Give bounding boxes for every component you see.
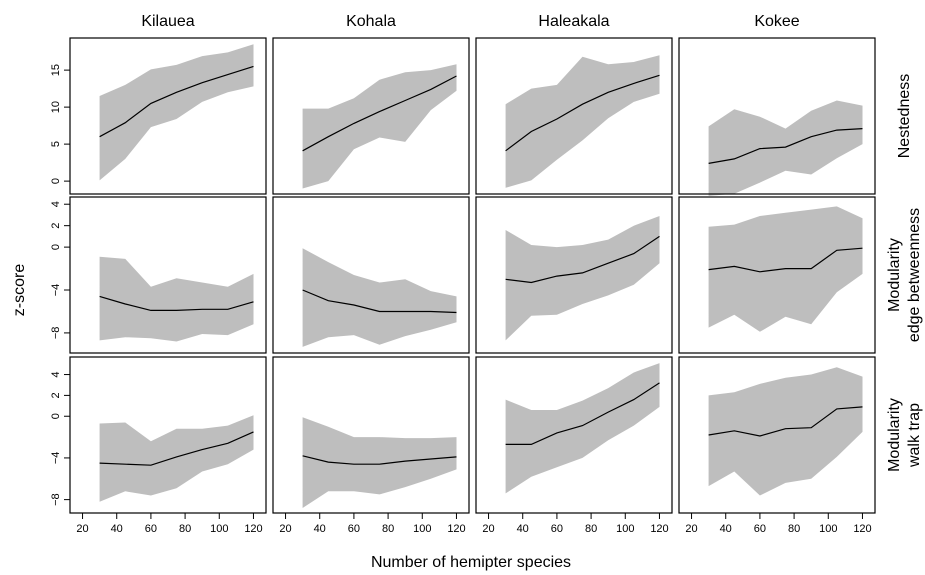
x-tick-label-3-5: 120: [853, 523, 871, 535]
panel-2-0: −8 −4 0 2 4 20 40 60 80 100 120: [50, 356, 267, 535]
panel-frame-1-2: [475, 196, 673, 354]
x-axis-title: Number of hemipter species: [371, 554, 571, 571]
panel-frame-1-1: [272, 196, 470, 354]
x-tick-label-1-0: 20: [279, 523, 291, 535]
x-tick-label-1-1: 40: [314, 523, 326, 535]
panel-0-1: [272, 37, 470, 195]
y-tick-label-1-3: 2: [50, 223, 62, 229]
y-tick-label-2-2: 0: [50, 413, 62, 419]
y-tick-label-2-1: −4: [50, 452, 62, 465]
x-tick-label-0-5: 120: [244, 523, 262, 535]
x-tick-label-2-4: 100: [616, 523, 634, 535]
column-title-2: Haleakala: [538, 13, 609, 30]
panels-layer: 0 5 10 15 −8 −4 0 2 4 −8 −4 0 2 4 20 40 60 80 100 120 20 40 60…: [50, 37, 876, 535]
panel-1-1: [272, 196, 470, 354]
x-tick-label-3-0: 20: [685, 523, 697, 535]
confidence-band-2-3: [708, 367, 863, 496]
y-tick-label-0-1: 5: [50, 141, 62, 147]
panel-2-1: 20 40 60 80 100 120: [272, 356, 470, 535]
x-tick-label-3-2: 60: [754, 523, 766, 535]
y-tick-label-2-4: 4: [50, 371, 62, 377]
x-tick-label-1-2: 60: [348, 523, 360, 535]
x-tick-label-3-4: 100: [819, 523, 837, 535]
column-title-3: Kokee: [754, 13, 799, 30]
panel-frame-2-0: [69, 356, 267, 514]
x-tick-label-0-1: 40: [111, 523, 123, 535]
x-tick-label-2-0: 20: [482, 523, 494, 535]
row-label-0-0: Nestedness: [896, 74, 913, 159]
panel-frame-0-1: [272, 37, 470, 195]
y-tick-label-0-3: 15: [50, 64, 62, 76]
x-tick-label-2-3: 80: [585, 523, 597, 535]
panel-1-3: [678, 196, 876, 354]
mean-line-0-3: [708, 128, 863, 164]
confidence-band-0-3: [708, 100, 863, 196]
confidence-band-1-1: [302, 248, 457, 347]
y-tick-label-2-0: −8: [50, 493, 62, 506]
mean-line-0-1: [302, 75, 457, 152]
x-tick-label-0-4: 100: [210, 523, 228, 535]
y-tick-label-1-0: −8: [50, 327, 62, 340]
row-label-2-0: Modularity: [886, 398, 903, 472]
mean-line-2-1: [302, 455, 457, 465]
panel-2-2: 20 40 60 80 100 120: [475, 356, 673, 535]
y-tick-label-1-1: −4: [50, 284, 62, 297]
confidence-band-1-2: [505, 216, 660, 341]
confidence-band-0-2: [505, 55, 660, 188]
row-label-2-1: walk trap: [906, 403, 923, 468]
panel-frame-0-3: [678, 37, 876, 195]
panel-frame-2-3: [678, 356, 876, 514]
panel-1-2: [475, 196, 673, 354]
panel-frame-0-2: [475, 37, 673, 195]
x-tick-label-1-5: 120: [447, 523, 465, 535]
panel-frame-1-3: [678, 196, 876, 354]
x-tick-label-2-5: 120: [650, 523, 668, 535]
y-axis-title: z-score: [11, 264, 28, 317]
panel-0-3: [678, 37, 876, 196]
x-tick-label-1-4: 100: [413, 523, 431, 535]
panel-1-0: −8 −4 0 2 4: [50, 196, 267, 354]
x-tick-label-0-2: 60: [145, 523, 157, 535]
panel-frame-2-1: [272, 356, 470, 514]
y-tick-label-0-2: 10: [50, 101, 62, 113]
x-tick-label-3-3: 80: [788, 523, 800, 535]
column-title-0: Kilauea: [141, 13, 194, 30]
panel-frame-1-0: [69, 196, 267, 354]
x-tick-label-1-3: 80: [382, 523, 394, 535]
mean-line-1-3: [708, 247, 863, 273]
mean-line-2-3: [708, 406, 863, 437]
x-tick-label-2-2: 60: [551, 523, 563, 535]
mean-line-1-1: [302, 289, 457, 314]
y-tick-label-2-3: 2: [50, 392, 62, 398]
confidence-band-1-0: [99, 256, 254, 342]
row-label-1-0: Modularity: [886, 238, 903, 312]
x-tick-label-3-1: 40: [720, 523, 732, 535]
panel-0-2: [475, 37, 673, 195]
mean-line-2-0: [99, 431, 254, 466]
row-label-1-1: edge betweenness: [906, 208, 923, 342]
column-title-1: Kohala: [346, 13, 396, 30]
mean-line-1-0: [99, 295, 254, 311]
mean-line-2-2: [505, 382, 660, 445]
x-tick-label-0-0: 20: [76, 523, 88, 535]
x-tick-label-2-1: 40: [517, 523, 529, 535]
confidence-band-2-1: [302, 417, 457, 508]
panel-2-3: 20 40 60 80 100 120: [678, 356, 876, 535]
confidence-band-2-2: [505, 363, 660, 494]
mean-line-1-2: [505, 235, 660, 284]
x-tick-label-0-3: 80: [179, 523, 191, 535]
mean-line-0-2: [505, 74, 660, 152]
y-tick-label-0-0: 0: [50, 178, 62, 184]
confidence-band-2-0: [99, 415, 254, 502]
panel-0-0: 0 5 10 15: [50, 37, 267, 195]
y-tick-label-1-2: 0: [50, 244, 62, 250]
panel-frame-2-2: [475, 356, 673, 514]
panel-frame-0-0: [69, 37, 267, 195]
confidence-band-0-0: [99, 44, 254, 181]
mean-line-0-0: [99, 65, 254, 138]
confidence-band-0-1: [302, 64, 457, 189]
y-tick-label-1-4: 4: [50, 201, 62, 207]
titles-layer: Number of hemipter species z-score Kilau…: [11, 13, 923, 571]
